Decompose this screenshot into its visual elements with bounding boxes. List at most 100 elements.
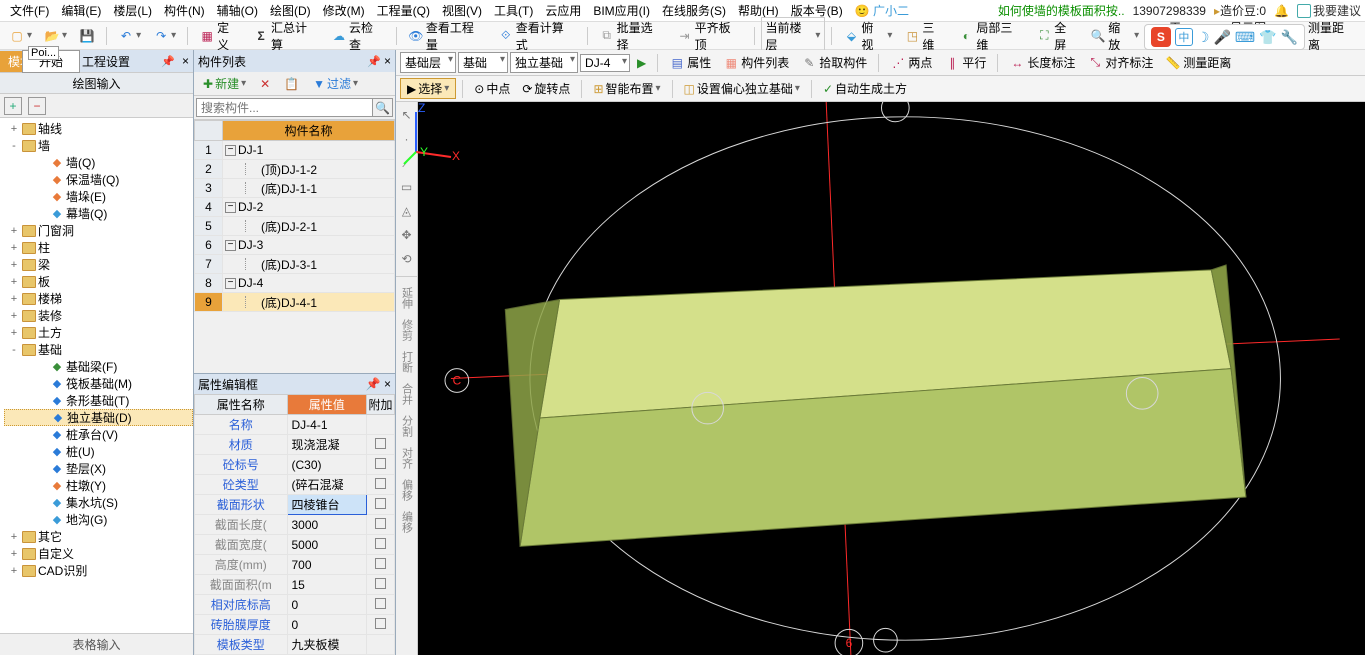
ime-moon-icon[interactable]: ☽: [1197, 29, 1210, 46]
ime-toolbar[interactable]: S 中 ☽ 🎤 ⌨ 👕 🔧: [1144, 24, 1305, 50]
view-formula-button[interactable]: ⟐查看计算式: [493, 17, 581, 55]
smart-layout-button[interactable]: ⊞智能布置▾: [588, 78, 665, 99]
search-input[interactable]: [196, 98, 373, 117]
filter-button[interactable]: ▼过滤▾: [308, 73, 363, 94]
tree-item[interactable]: ◆ 垫层(X): [4, 460, 193, 477]
checkbox[interactable]: [375, 558, 386, 569]
tree-item[interactable]: ◆ 幕墙(Q): [4, 205, 193, 222]
select-button[interactable]: ▶选择▾: [400, 78, 456, 99]
new-component-button[interactable]: ✚新建▾: [198, 73, 251, 94]
prop-row[interactable]: 模板类型九夹板模: [195, 635, 395, 655]
tree-item[interactable]: + 梁: [4, 256, 193, 273]
tree-item[interactable]: ◆ 条形基础(T): [4, 392, 193, 409]
table-row[interactable]: 4−DJ-2: [195, 198, 395, 217]
tree-item[interactable]: + 装修: [4, 307, 193, 324]
redo-button[interactable]: ↷▾: [148, 26, 181, 46]
3d-view-button[interactable]: ◳三维: [899, 17, 951, 55]
midpoint-button[interactable]: ⊙中点: [469, 78, 515, 99]
checkbox[interactable]: [375, 538, 386, 549]
nav-button[interactable]: ▶: [632, 54, 651, 72]
checkbox[interactable]: [375, 598, 386, 609]
tree-item[interactable]: ◆ 地沟(G): [4, 511, 193, 528]
pin-icon[interactable]: 📌: [161, 55, 175, 68]
ime-mic-icon[interactable]: 🎤: [1213, 29, 1230, 46]
checkbox[interactable]: [375, 578, 386, 589]
menu-file[interactable]: 文件(F): [4, 0, 55, 21]
top-view-button[interactable]: ⬙俯视▾: [838, 17, 897, 55]
copy-button[interactable]: 📋: [279, 75, 304, 93]
tree-item[interactable]: ◆ 独立基础(D): [4, 409, 193, 426]
view-qty-button[interactable]: 👁查看工程量: [403, 17, 491, 55]
tree-item[interactable]: + 板: [4, 273, 193, 290]
component-tree[interactable]: + 轴线- 墙◆ 墙(Q)◆ 保温墙(Q)◆ 墙垛(E)◆ 幕墙(Q)+ 门窗洞…: [0, 118, 193, 633]
auto-earthwork-button[interactable]: ✓自动生成土方: [818, 78, 912, 99]
tree-item[interactable]: ◆ 墙垛(E): [4, 188, 193, 205]
collapse-icon[interactable]: −: [225, 145, 236, 156]
align-mark-button[interactable]: ⤡对齐标注: [1082, 52, 1158, 73]
tree-item[interactable]: + 其它: [4, 528, 193, 545]
table-input-tab[interactable]: 表格输入: [0, 633, 193, 655]
collapse-icon[interactable]: −: [225, 240, 236, 251]
parallel-button[interactable]: ∥平行: [939, 52, 991, 73]
checkbox[interactable]: [375, 478, 386, 489]
table-row[interactable]: 3(底)DJ-1-1: [195, 179, 395, 198]
current-floor-button[interactable]: 当前楼层▾: [761, 17, 826, 55]
tree-item[interactable]: ◆ 保温墙(Q): [4, 171, 193, 188]
prop-row[interactable]: 砖胎膜厚度0: [195, 615, 395, 635]
collapse-button[interactable]: −: [28, 97, 46, 115]
zoom-button[interactable]: 🔍缩放▾: [1085, 17, 1144, 55]
close-icon[interactable]: ×: [384, 377, 391, 391]
tab-project[interactable]: 工程设置: [76, 51, 136, 72]
prop-row[interactable]: 截面面积(m15: [195, 575, 395, 595]
search-icon[interactable]: 🔍: [373, 98, 393, 117]
sum-button[interactable]: Σ汇总计算: [248, 17, 324, 55]
pin-icon[interactable]: 📌: [367, 56, 381, 68]
batch-select-button[interactable]: ⧉批量选择: [594, 17, 670, 55]
pick-button[interactable]: ✎拾取构件: [796, 52, 872, 73]
component-combo[interactable]: DJ-4: [580, 54, 630, 72]
offset-foundation-button[interactable]: ◫设置偏心独立基础▾: [679, 78, 805, 99]
tree-item[interactable]: + 轴线: [4, 120, 193, 137]
menu-floor[interactable]: 楼层(L): [107, 0, 158, 21]
menu-edit[interactable]: 编辑(E): [55, 0, 107, 21]
delete-button[interactable]: ✕: [255, 75, 275, 93]
undo-button[interactable]: ↶▾: [113, 26, 146, 46]
tree-item[interactable]: ◆ 墙(Q): [4, 154, 193, 171]
category-combo[interactable]: 基础: [458, 52, 508, 73]
checkbox[interactable]: [375, 458, 386, 469]
new-button[interactable]: ▢▾: [4, 26, 37, 46]
length-mark-button[interactable]: ↔长度标注: [1004, 52, 1080, 73]
close-icon[interactable]: ×: [384, 54, 391, 68]
table-row[interactable]: 8−DJ-4: [195, 274, 395, 293]
prop-row[interactable]: 砼类型(碎石混凝: [195, 475, 395, 495]
tree-item[interactable]: + 土方: [4, 324, 193, 341]
collapse-icon[interactable]: −: [225, 202, 236, 213]
tree-item[interactable]: + 门窗洞: [4, 222, 193, 239]
checkbox[interactable]: [375, 438, 386, 449]
tree-item[interactable]: + 楼梯: [4, 290, 193, 307]
prop-row[interactable]: 高度(mm)700: [195, 555, 395, 575]
ime-cn-icon[interactable]: 中: [1175, 28, 1193, 46]
floor-combo[interactable]: 基础层: [400, 52, 456, 73]
prop-row[interactable]: 截面长度(3000: [195, 515, 395, 535]
table-row[interactable]: 9(底)DJ-4-1: [195, 293, 395, 312]
checkbox[interactable]: [375, 498, 386, 509]
cloud-check-button[interactable]: ☁云检查: [326, 17, 390, 55]
tree-item[interactable]: ◆ 柱墩(Y): [4, 477, 193, 494]
checkbox[interactable]: [375, 618, 386, 629]
fullscreen-button[interactable]: ⛶全屏: [1031, 17, 1083, 55]
prop-row[interactable]: 相对底标高0: [195, 595, 395, 615]
complist-button[interactable]: ▦构件列表: [718, 52, 794, 73]
local-3d-button[interactable]: ◐局部三维: [953, 17, 1029, 55]
align-template-button[interactable]: ⇥平齐板顶: [672, 17, 748, 55]
pin-icon[interactable]: 📌: [366, 377, 381, 391]
tree-item[interactable]: + CAD识别: [4, 562, 193, 579]
bell-icon[interactable]: 🔔: [1274, 4, 1289, 18]
table-row[interactable]: 1−DJ-1: [195, 141, 395, 160]
ime-skin-icon[interactable]: 👕: [1259, 29, 1276, 46]
table-row[interactable]: 7(底)DJ-3-1: [195, 255, 395, 274]
prop-row[interactable]: 截面形状四棱锥台: [195, 495, 395, 515]
tree-item[interactable]: - 基础: [4, 341, 193, 358]
measure-button[interactable]: 📏测量距离: [1160, 52, 1236, 73]
define-button[interactable]: ▦定义: [194, 17, 246, 55]
